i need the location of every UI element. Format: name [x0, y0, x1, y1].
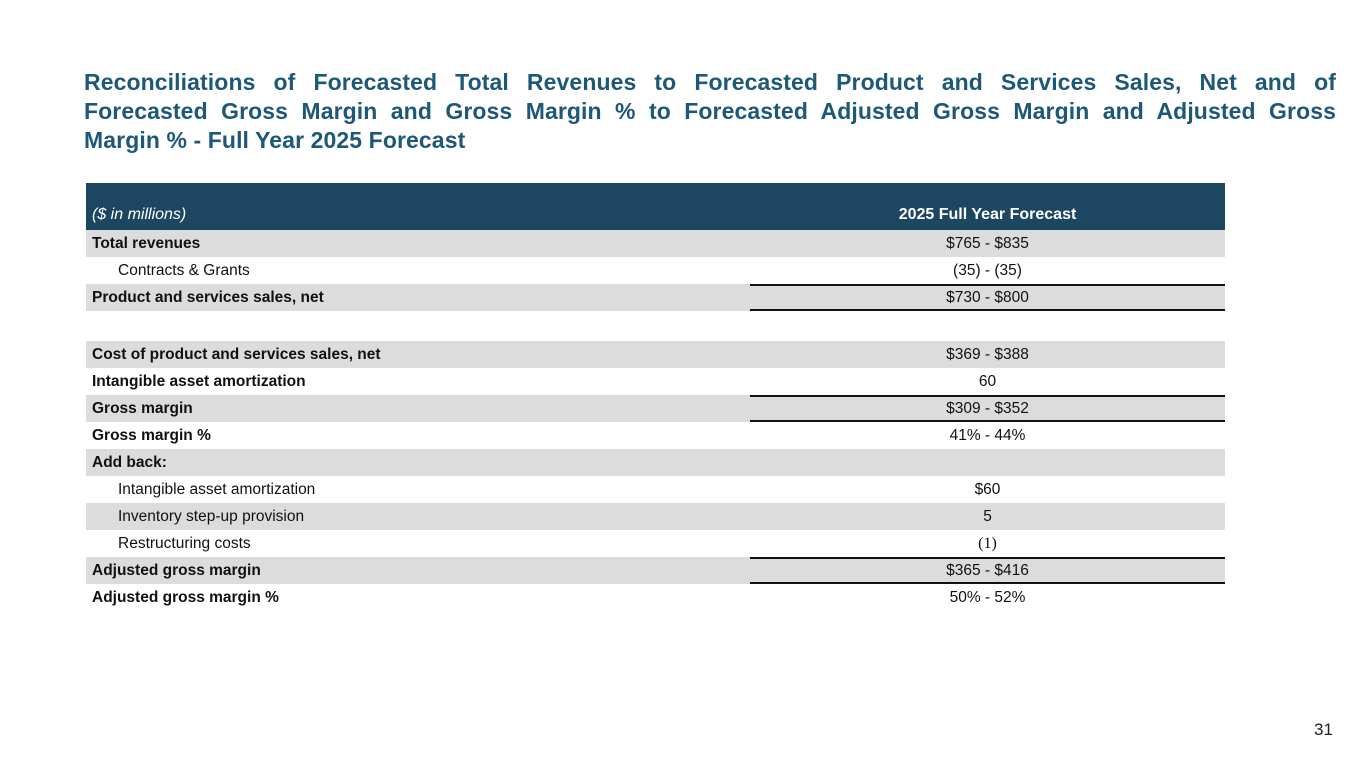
row-value: 50% - 52% [949, 589, 1026, 606]
row-value: $730 - $800 [750, 284, 1225, 311]
title-line-3: Margin % - Full Year 2025 Forecast [84, 127, 466, 153]
table-row: Adjusted gross margin $365 - $416 [86, 557, 1225, 584]
row-value: $765 - $835 [946, 235, 1029, 252]
row-value [750, 449, 1225, 476]
table-row: Contracts & Grants (35) - (35) [86, 257, 1225, 284]
row-label: Gross margin [92, 400, 193, 417]
table-body: Total revenues $765 - $835 Contracts & Gra… [86, 230, 1225, 611]
table-spacer-row [86, 311, 1225, 341]
table-header-row: ($ in millions) 2025 Full Year Forecast [86, 183, 1225, 230]
table-row: Inventory step-up provision 5 [86, 503, 1225, 530]
row-value: (1) [978, 535, 997, 552]
table-row: Total revenues $765 - $835 [86, 230, 1225, 257]
row-value: $60 [974, 481, 1001, 498]
row-label: Inventory step-up provision [118, 508, 305, 525]
row-label: Restructuring costs [118, 535, 251, 552]
row-value: 5 [983, 508, 992, 525]
row-value: $369 - $388 [946, 346, 1029, 363]
row-label: Adjusted gross margin [92, 562, 261, 579]
table-row: Product and services sales, net $730 - $8… [86, 284, 1225, 311]
table-row: Cost of product and services sales, net $… [86, 341, 1225, 368]
row-label: Intangible asset amortization [118, 481, 316, 498]
row-label: Add back: [92, 454, 167, 471]
table-row: Gross margin $309 - $352 [86, 395, 1225, 422]
row-value: $365 - $416 [750, 557, 1225, 584]
table-row: Adjusted gross margin % 50% - 52% [86, 584, 1225, 611]
row-label: Gross margin % [92, 427, 211, 444]
row-label: Product and services sales, net [92, 289, 324, 306]
page-number: 31 [1314, 720, 1333, 739]
row-label: Contracts & Grants [118, 262, 250, 279]
title-line-1: Reconciliations of Forecasted Total Reve… [84, 69, 1336, 95]
row-label: Intangible asset amortization [92, 373, 306, 390]
row-value: 41% - 44% [949, 427, 1026, 444]
page-title: Reconciliations of Forecasted Total Reve… [84, 68, 1336, 155]
reconciliation-table: ($ in millions) 2025 Full Year Forecast … [86, 183, 1225, 611]
table-row: Restructuring costs (1) [86, 530, 1225, 557]
row-value: (35) - (35) [953, 262, 1022, 279]
row-value: 60 [978, 373, 997, 390]
title-line-2: Forecasted Gross Margin and Gross Margin… [84, 98, 1336, 124]
table-row: Intangible asset amortization $60 [86, 476, 1225, 503]
table-row: Add back: [86, 449, 1225, 476]
row-label: Total revenues [92, 235, 201, 252]
table-row: Gross margin % 41% - 44% [86, 422, 1225, 449]
table-row: Intangible asset amortization 60 [86, 368, 1225, 395]
row-label: Adjusted gross margin % [92, 589, 279, 606]
row-value: $309 - $352 [750, 395, 1225, 422]
units-label: ($ in millions) [92, 206, 187, 223]
forecast-column-header: 2025 Full Year Forecast [898, 206, 1077, 223]
row-label: Cost of product and services sales, net [92, 346, 381, 363]
